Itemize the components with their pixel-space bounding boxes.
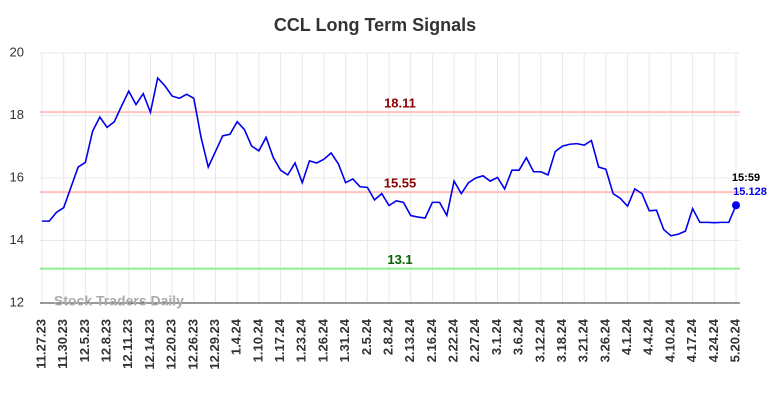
x-tick-label: 1.26.24 [315, 318, 330, 362]
last-time-label: 15:59 [732, 172, 760, 184]
x-tick-label: 12.11.23 [120, 319, 135, 369]
y-tick-label: 20 [10, 44, 24, 59]
x-tick-label: 3.26.24 [597, 318, 612, 362]
last-value-label: 15.128 [733, 186, 767, 198]
x-tick-label: 2.13.24 [402, 318, 417, 362]
x-tick-label: 4.4.24 [641, 318, 656, 355]
x-tick-label: 2.5.24 [359, 318, 374, 355]
x-tick-label: 12.20.23 [164, 319, 179, 370]
x-tick-label: 1.31.24 [337, 318, 352, 362]
x-tick-label: 4.24.24 [706, 318, 721, 362]
x-tick-label: 4.17.24 [684, 318, 699, 362]
x-tick-label: 4.1.24 [619, 318, 634, 355]
reference-label: 13.1 [387, 252, 412, 267]
y-tick-label: 14 [10, 232, 24, 247]
x-tick-label: 1.23.24 [294, 318, 309, 362]
x-tick-label: 1.10.24 [250, 318, 265, 362]
x-tick-label: 3.18.24 [554, 318, 569, 362]
x-tick-label: 3.1.24 [489, 318, 504, 355]
x-tick-label: 4.10.24 [662, 318, 677, 362]
last-point [732, 201, 740, 210]
x-tick-label: 1.4.24 [229, 318, 244, 355]
reference-label: 18.11 [384, 96, 416, 111]
x-tick-label: 11.30.23 [55, 319, 70, 369]
chart-title: CCL Long Term Signals [274, 15, 476, 35]
price-line [42, 76, 737, 237]
x-tick-label: 3.21.24 [576, 318, 591, 362]
y-tick-label: 16 [10, 169, 24, 184]
x-tick-label: 2.16.24 [424, 318, 439, 362]
y-tick-label: 12 [10, 294, 24, 309]
grid [40, 52, 740, 304]
y-tick-label: 18 [10, 107, 24, 122]
x-tick-label: 2.22.24 [446, 318, 461, 362]
x-tick-label: 3.6.24 [511, 318, 526, 355]
x-tick-label: 1.17.24 [272, 318, 287, 362]
x-tick-label: 5.20.24 [727, 318, 742, 362]
x-tick-label: 12.29.23 [207, 319, 222, 370]
reference-label: 15.55 [384, 176, 417, 191]
x-tick-label: 12.14.23 [142, 319, 157, 370]
watermark: Stock Traders Daily [54, 293, 184, 309]
x-tick-label: 2.27.24 [467, 318, 482, 362]
x-tick-label: 12.26.23 [185, 319, 200, 370]
x-tick-label: 3.12.24 [532, 318, 547, 362]
x-tick-label: 2.8.24 [380, 318, 395, 355]
x-tick-label: 12.5.23 [77, 319, 92, 362]
x-tick-label: 12.8.23 [99, 319, 114, 362]
x-tick-label: 11.27.23 [33, 319, 48, 369]
